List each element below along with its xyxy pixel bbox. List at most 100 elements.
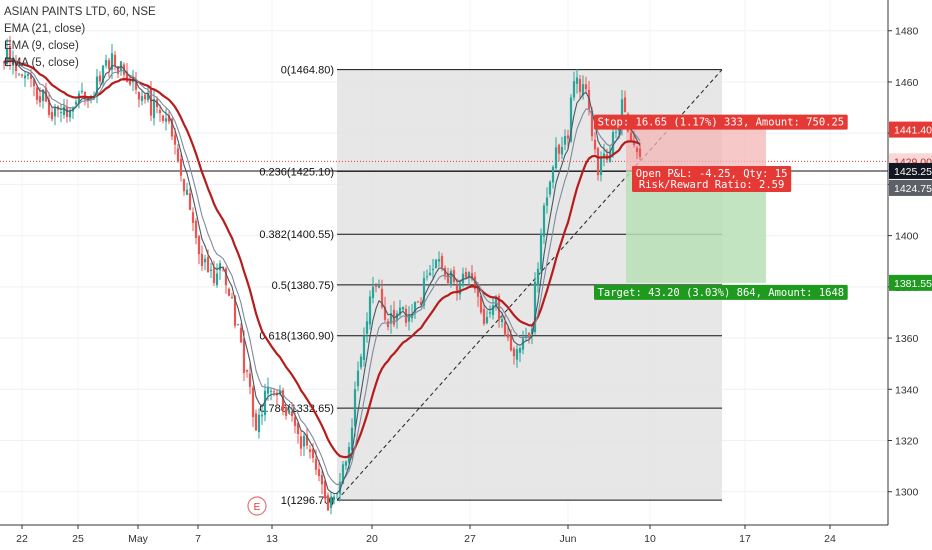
candle-body	[407, 314, 411, 322]
candle-body	[470, 273, 474, 280]
candle-body	[353, 389, 357, 427]
candle-body	[551, 166, 555, 183]
candle-body	[431, 268, 435, 271]
price-tick-label: 1300	[895, 487, 919, 499]
legend-ema5[interactable]: EMA (5, close)	[4, 57, 79, 69]
candle-body	[176, 148, 180, 162]
candle-body	[398, 307, 402, 315]
candle-body	[416, 301, 420, 303]
event-circle	[247, 496, 267, 516]
fib-level-label: 0.236(1425.10)	[259, 166, 334, 178]
candle-body	[638, 148, 642, 157]
candle-body	[14, 61, 18, 72]
candle-body	[212, 267, 216, 283]
candle-body	[362, 336, 366, 360]
candle-body	[572, 81, 576, 98]
candle-body	[206, 256, 210, 273]
candle-body	[560, 147, 564, 155]
candle-body	[614, 131, 618, 133]
candle-body	[251, 387, 255, 418]
time-tick-label: 7	[195, 533, 201, 545]
candle-body	[596, 148, 600, 176]
candle-body	[443, 267, 447, 277]
stop-label-text: Stop: 16.65 (1.17%) 333, Amount: 750.25	[598, 117, 845, 129]
candle-body	[209, 269, 213, 271]
candle-body	[305, 434, 309, 446]
candle-body	[230, 297, 234, 299]
candle-body	[2, 62, 6, 64]
candle-body	[26, 73, 30, 76]
candle-body	[5, 48, 9, 64]
candle-body	[512, 348, 516, 357]
candle-body	[203, 258, 207, 263]
candle-body	[368, 296, 372, 325]
candle-body	[113, 54, 117, 66]
symbol-title[interactable]: ASIAN PAINTS LTD, 60, NSE	[4, 6, 156, 18]
candle-body	[341, 464, 345, 484]
candle-body	[437, 259, 441, 262]
earnings-event-marker[interactable]: E	[247, 496, 267, 516]
candle-body	[23, 75, 27, 79]
candle-body	[623, 97, 627, 112]
candle-body	[602, 153, 606, 159]
candle-body	[146, 92, 150, 101]
candle-body	[395, 313, 399, 322]
candle-body	[167, 115, 171, 122]
candle-body	[521, 338, 525, 350]
candle-body	[158, 110, 162, 114]
candle-body	[302, 435, 306, 447]
candle-body	[35, 87, 39, 100]
last-price-badge-bg	[889, 179, 932, 196]
fib-trend-line	[336, 69, 723, 501]
time-axis[interactable]: 22 25 May 7 13 20 27 Jun 10 17 24	[0, 524, 932, 550]
time-tick-label: 20	[366, 533, 378, 545]
time-axis-bg	[0, 525, 932, 550]
stop-label-bg	[594, 114, 848, 130]
candle-body	[557, 144, 561, 154]
candle-body	[629, 132, 633, 141]
legend-ema9[interactable]: EMA (9, close)	[4, 40, 79, 52]
event-label: E	[254, 502, 261, 513]
candle-body	[332, 496, 336, 501]
pnl-label-bg	[632, 165, 792, 192]
candle-body	[284, 406, 288, 416]
candle-body	[224, 268, 228, 286]
legend-ema21[interactable]: EMA (21, close)	[4, 23, 86, 35]
candle-body	[62, 106, 66, 115]
candle-body	[272, 391, 276, 393]
candle-body	[530, 328, 534, 335]
short-position-tool[interactable]	[626, 129, 766, 283]
candle-body	[323, 480, 327, 499]
candle-body	[83, 91, 87, 99]
fib-level-label: 0.382(1400.55)	[259, 229, 334, 241]
candle-body	[497, 296, 501, 320]
candle-body	[464, 272, 468, 278]
candle-body	[191, 212, 195, 223]
candle-body	[149, 89, 153, 116]
price-axis[interactable]: 1300132013401360138014001420144014601480…	[887, 0, 932, 550]
candle-body	[554, 147, 558, 169]
stop-zone	[626, 129, 766, 171]
ema-lines	[3, 56, 641, 495]
candle-body	[173, 135, 177, 145]
candle-body	[110, 53, 114, 70]
candle-body	[152, 99, 156, 119]
price-tick-label: 1360	[895, 333, 919, 345]
candle-body	[188, 193, 192, 210]
candle-body	[485, 317, 489, 324]
candle-body	[50, 112, 54, 120]
fib-level-label: 0.5(1380.75)	[272, 280, 334, 292]
time-tick-label: Jun	[560, 533, 577, 545]
candle-body	[296, 423, 300, 434]
candle-body	[449, 271, 453, 286]
pnl-label-text: Open P&L: -4.25, Qty: 15	[636, 168, 788, 180]
candle-body	[383, 306, 387, 320]
candle-body	[578, 79, 582, 92]
candle-body	[236, 324, 240, 326]
time-tick-label: 10	[644, 533, 656, 545]
candle-body	[74, 101, 78, 105]
candle-body	[68, 110, 72, 118]
time-tick-label: 22	[16, 533, 28, 545]
stop-price-badge-text: 1441.40	[894, 125, 932, 137]
